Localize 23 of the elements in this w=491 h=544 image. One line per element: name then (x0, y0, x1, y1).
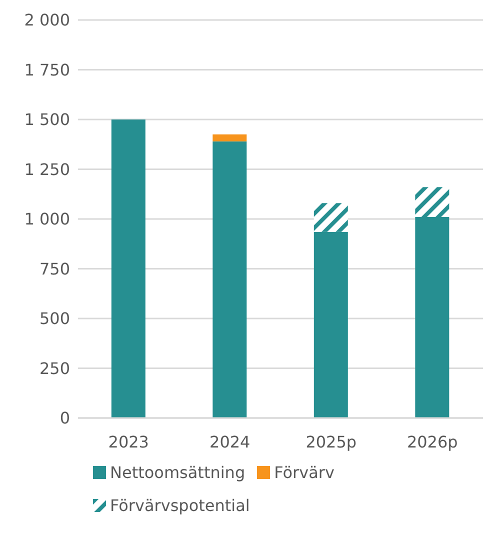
bar (212, 134, 247, 142)
bar (314, 232, 348, 418)
y-tick-label: 1 000 (24, 210, 70, 229)
bar (415, 187, 450, 218)
x-tick-label: 2023 (108, 432, 149, 452)
legend-label: Förvärv (274, 463, 334, 482)
bar (111, 120, 146, 418)
bar (212, 141, 247, 418)
y-tick-label: 1 250 (24, 160, 70, 179)
y-tick-label: 2 000 (24, 10, 70, 30)
y-tick-label: 1 500 (24, 110, 70, 130)
x-tick-label: 2024 (210, 432, 250, 452)
legend-label: Nettoomsättning (110, 463, 246, 482)
y-tick-label: 250 (39, 358, 70, 378)
x-tick-label: 2026p (406, 432, 458, 452)
y-tick-label: 500 (39, 309, 70, 328)
bar (314, 203, 348, 232)
x-tick-label: 2025p (306, 432, 357, 452)
bar (415, 217, 450, 418)
legend-label: Förvärvspotential (110, 496, 250, 515)
y-tick-label: 1 750 (24, 60, 70, 80)
y-tick-label: 750 (39, 259, 70, 278)
y-tick-label: 0 (60, 408, 70, 428)
